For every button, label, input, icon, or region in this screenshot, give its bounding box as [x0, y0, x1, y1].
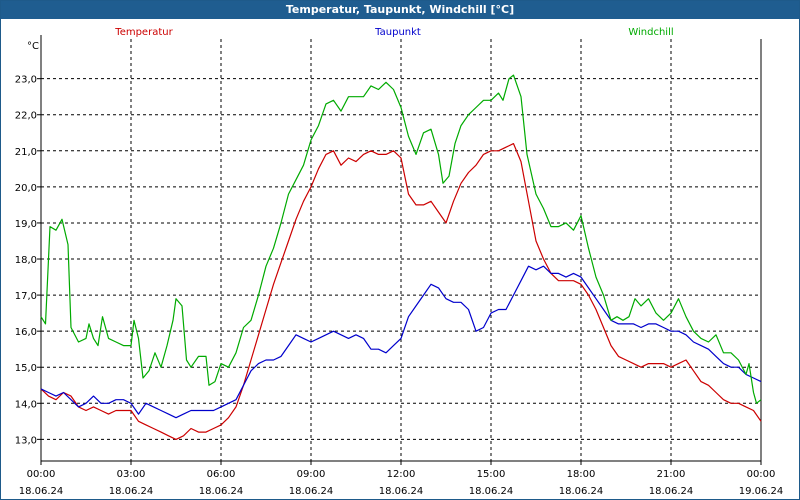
y-tick-label: 19,0 — [15, 219, 37, 230]
x-tick-date: 18.06.24 — [109, 486, 154, 497]
x-tick-time: 00:00 — [747, 469, 776, 480]
x-tick-time: 03:00 — [117, 469, 146, 480]
x-tick-time: 06:00 — [207, 469, 236, 480]
x-tick-time: 00:00 — [27, 469, 56, 480]
legend-temperatur: Temperatur — [114, 27, 173, 38]
x-tick-date: 18.06.24 — [649, 486, 694, 497]
series-layer — [40, 74, 762, 440]
y-tick-label: 15,0 — [15, 363, 37, 374]
y-tick-label: 20,0 — [15, 183, 37, 194]
grid-layer — [41, 39, 761, 461]
legend-taupunkt: Taupunkt — [374, 27, 421, 38]
y-tick-label: 14,0 — [15, 399, 37, 410]
y-tick-label: 17,0 — [15, 291, 37, 302]
x-tick-date: 18.06.24 — [559, 486, 604, 497]
x-tick-date: 18.06.24 — [199, 486, 244, 497]
x-tick-date: 19.06.24 — [739, 486, 784, 497]
x-tick-time: 12:00 — [387, 469, 416, 480]
y-tick-label: 23,0 — [15, 75, 37, 86]
y-axis-unit: °C — [27, 41, 39, 52]
axis-layer — [37, 35, 762, 465]
label-layer: 13,0 14,0 15,0 16,0 17,0 18,0 19,0 20,0 21,0 22,0… — [15, 27, 784, 497]
series-line-temperatur — [40, 143, 762, 440]
series-line-windchill — [40, 74, 762, 404]
x-tick-date: 18.06.24 — [469, 486, 514, 497]
y-tick-label: 13,0 — [15, 435, 37, 446]
x-tick-date: 18.06.24 — [19, 486, 64, 497]
x-tick-time: 21:00 — [657, 469, 686, 480]
x-tick-time: 18:00 — [567, 469, 596, 480]
y-tick-label: 22,0 — [15, 111, 37, 122]
x-tick-time: 15:00 — [477, 469, 506, 480]
y-tick-label: 21,0 — [15, 147, 37, 158]
y-tick-label: 18,0 — [15, 255, 37, 266]
series-line-taupunkt — [40, 265, 762, 419]
x-tick-date: 18.06.24 — [379, 486, 424, 497]
chart-title: Temperatur, Taupunkt, Windchill [°C] — [1, 1, 799, 19]
legend-windchill: Windchill — [628, 27, 673, 38]
x-tick-time: 09:00 — [297, 469, 326, 480]
x-tick-date: 18.06.24 — [289, 486, 334, 497]
y-tick-label: 16,0 — [15, 327, 37, 338]
